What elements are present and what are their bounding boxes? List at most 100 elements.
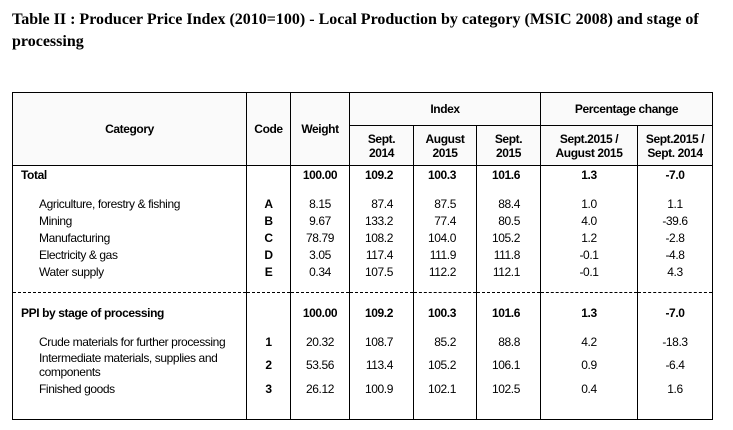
- cell-code: B: [246, 212, 291, 229]
- cell-aug2015: 111.9: [413, 246, 477, 263]
- cell-category: Intermediate materials, supplies and com…: [12, 351, 247, 379]
- cell-pct1: 0.9: [540, 351, 638, 379]
- cell-weight: 9.67: [290, 212, 350, 229]
- cell-category: Water supply: [12, 263, 247, 280]
- cell-sept2014: 108.7: [349, 333, 414, 351]
- cell-pct2: 4.3: [637, 263, 713, 280]
- cell-pct2: -4.8: [637, 246, 713, 263]
- table-title: Table II : Producer Price Index (2010=10…: [12, 11, 699, 50]
- table-row: Mining B 9.67 133.2 77.4 80.5 4.0 -39.6: [12, 212, 713, 229]
- table-row: Manufacturing C 78.79 108.2 104.0 105.2 1.2 -2.…: [12, 229, 713, 246]
- cell-sept2014: 108.2: [349, 229, 414, 246]
- cell-category: Manufacturing: [12, 229, 247, 246]
- cell-sept2015: 88.4: [476, 195, 541, 212]
- cell-sept2015: 88.8: [476, 333, 541, 351]
- header-pct-change: Percentage change: [540, 92, 713, 126]
- cell-aug2015: 105.2: [413, 351, 477, 379]
- cell-pct2: 1.1: [637, 195, 713, 212]
- cell-pct2: -18.3: [637, 333, 713, 351]
- header-category: Category: [12, 92, 247, 166]
- cell-sept2015: 112.1: [476, 263, 541, 280]
- header-weight: Weight: [290, 92, 350, 166]
- cell-sept2014: 107.5: [349, 263, 414, 280]
- cell-aug2015: 100.3: [413, 165, 477, 183]
- cell-category: PPI by stage of processing: [12, 292, 247, 333]
- header-aug2015: August 2015: [413, 125, 477, 166]
- cell-weight: 0.34: [290, 263, 350, 280]
- spacer-row: [12, 280, 713, 293]
- cell-pct2: -6.4: [637, 351, 713, 379]
- cell-sept2014: 100.9: [349, 379, 414, 399]
- header-code: Code: [246, 92, 291, 166]
- cell-weight: 20.32: [290, 333, 350, 351]
- cell-aug2015: 87.5: [413, 195, 477, 212]
- spacer-row: [12, 399, 713, 420]
- cell-pct1: 1.3: [540, 292, 638, 333]
- cell-pct1: 1.3: [540, 165, 638, 183]
- cell-sept2014: 113.4: [349, 351, 414, 379]
- cell-category: Mining: [12, 212, 247, 229]
- table-row: Intermediate materials, supplies and com…: [12, 351, 713, 379]
- cell-weight: 100.00: [290, 165, 350, 183]
- header-sept2014: Sept. 2014: [349, 125, 414, 166]
- cell-sept2015: 106.1: [476, 351, 541, 379]
- cell-code: 2: [246, 351, 291, 379]
- cell-code: [246, 292, 291, 333]
- cell-aug2015: 102.1: [413, 379, 477, 399]
- header-sept2015: Sept. 2015: [476, 125, 541, 166]
- cell-pct1: 4.0: [540, 212, 638, 229]
- cell-category: Finished goods: [12, 379, 247, 399]
- cell-weight: 3.05: [290, 246, 350, 263]
- cell-sept2015: 111.8: [476, 246, 541, 263]
- cell-category: Agriculture, forestry & fishing: [12, 195, 247, 212]
- cell-pct1: -0.1: [540, 246, 638, 263]
- table-total-row: PPI by stage of processing 100.00 109.2 100…: [12, 292, 713, 333]
- cell-aug2015: 104.0: [413, 229, 477, 246]
- cell-weight: 26.12: [290, 379, 350, 399]
- cell-aug2015: 100.3: [413, 292, 477, 333]
- table-row: Finished goods 3 26.12 100.9 102.1 102.5 0.4 1.…: [12, 379, 713, 399]
- cell-code: C: [246, 229, 291, 246]
- cell-pct1: 1.2: [540, 229, 638, 246]
- cell-category: Crude materials for further processing: [12, 333, 247, 351]
- header-pct2: Sept.2015 / Sept. 2014: [637, 125, 713, 166]
- cell-weight: 53.56: [290, 351, 350, 379]
- cell-sept2015: 101.6: [476, 292, 541, 333]
- cell-sept2015: 105.2: [476, 229, 541, 246]
- cell-pct2: -7.0: [637, 165, 713, 183]
- cell-sept2014: 109.2: [349, 292, 414, 333]
- cell-sept2014: 87.4: [349, 195, 414, 212]
- cell-aug2015: 77.4: [413, 212, 477, 229]
- table-row: Water supply E 0.34 107.5 112.2 112.1 -0.1 4.3: [12, 263, 713, 280]
- cell-sept2014: 109.2: [349, 165, 414, 183]
- cell-pct2: 1.6: [637, 379, 713, 399]
- table-row: Electricity & gas D 3.05 117.4 111.9 111.8 -0.…: [12, 246, 713, 263]
- cell-code: 1: [246, 333, 291, 351]
- header-pct1: Sept.2015 / August 2015: [540, 125, 638, 166]
- cell-weight: 100.00: [290, 292, 350, 333]
- cell-sept2015: 102.5: [476, 379, 541, 399]
- cell-pct2: -2.8: [637, 229, 713, 246]
- cell-category: Total: [12, 165, 247, 183]
- spacer-row: [12, 183, 713, 195]
- cell-code: E: [246, 263, 291, 280]
- cell-weight: 78.79: [290, 229, 350, 246]
- cell-sept2014: 133.2: [349, 212, 414, 229]
- cell-pct2: -7.0: [637, 292, 713, 333]
- cell-pct1: 4.2: [540, 333, 638, 351]
- cell-pct1: 1.0: [540, 195, 638, 212]
- cell-code: A: [246, 195, 291, 212]
- header-index: Index: [349, 92, 541, 126]
- cell-sept2014: 117.4: [349, 246, 414, 263]
- cell-pct1: 0.4: [540, 379, 638, 399]
- cell-pct1: -0.1: [540, 263, 638, 280]
- cell-code: D: [246, 246, 291, 263]
- cell-sept2015: 101.6: [476, 165, 541, 183]
- ppi-table: Category Code Weight Index Percentage ch…: [12, 92, 713, 420]
- cell-aug2015: 85.2: [413, 333, 477, 351]
- cell-weight: 8.15: [290, 195, 350, 212]
- cell-code: [246, 165, 291, 183]
- cell-pct2: -39.6: [637, 212, 713, 229]
- cell-sept2015: 80.5: [476, 212, 541, 229]
- table-total-row: Total 100.00 109.2 100.3 101.6 1.3 -7.0: [12, 165, 713, 183]
